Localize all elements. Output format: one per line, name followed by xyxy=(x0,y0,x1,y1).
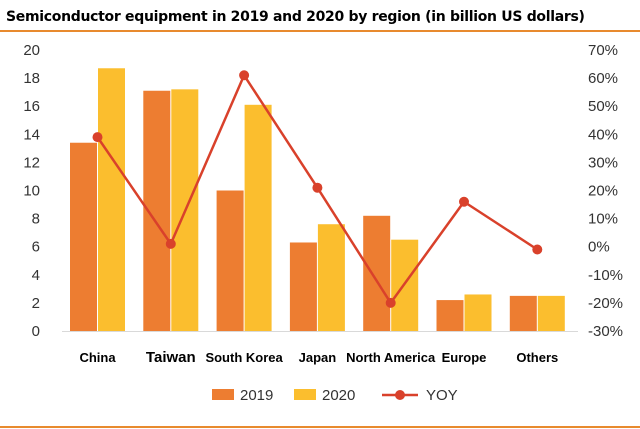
x-tick-label: Others xyxy=(516,350,558,365)
y-left-tick-label: 18 xyxy=(23,70,40,87)
y-right-tick-label: -10% xyxy=(588,267,623,284)
y-left-tick-label: 6 xyxy=(32,239,40,256)
bar-2020-south-korea xyxy=(244,104,272,331)
x-tick-label: Japan xyxy=(299,350,337,365)
y-right-tick-label: 20% xyxy=(588,183,618,200)
yoy-point xyxy=(165,238,176,249)
yoy-point xyxy=(459,196,469,207)
legend-swatch-2019 xyxy=(212,389,234,400)
chart-title: Semiconductor equipment in 2019 and 2020… xyxy=(6,9,585,25)
bar-2020-japan xyxy=(317,224,345,331)
bar-2019-china xyxy=(70,142,97,331)
bar-2019-japan xyxy=(289,242,317,331)
bar-2019-europe xyxy=(436,300,464,331)
yoy-point xyxy=(92,132,103,143)
x-tick-label: China xyxy=(79,350,116,365)
x-tick-label: Taiwan xyxy=(146,349,196,366)
y-left-tick-label: 2 xyxy=(32,295,40,312)
yoy-point xyxy=(312,182,323,193)
y-right-tick-label: 40% xyxy=(588,126,618,143)
legend-marker-yoy xyxy=(395,390,405,400)
x-tick-label: South Korea xyxy=(205,350,283,365)
legend-label-2020: 2020 xyxy=(322,387,355,404)
y-left-tick-label: 10 xyxy=(23,183,40,200)
bar-2020-europe xyxy=(464,294,492,331)
x-tick-label: North America xyxy=(346,350,436,365)
y-right-tick-label: 70% xyxy=(588,42,618,59)
yoy-point xyxy=(532,244,543,255)
y-left-tick-label: 12 xyxy=(23,154,40,171)
yoy-point xyxy=(239,70,250,81)
bottom-divider xyxy=(0,426,640,428)
y-right-tick-label: 50% xyxy=(588,98,618,115)
bar-2019-north-america xyxy=(363,215,391,331)
y-left-tick-label: 0 xyxy=(32,323,40,340)
y-right-tick-label: -30% xyxy=(588,323,623,340)
bar-2020-others xyxy=(537,295,565,331)
y-left-tick-label: 16 xyxy=(23,98,40,115)
y-right-tick-label: 0% xyxy=(588,239,610,256)
yoy-point xyxy=(385,297,396,308)
y-left-tick-label: 8 xyxy=(32,211,40,228)
x-tick-label: Europe xyxy=(442,350,487,365)
bar-2020-china xyxy=(98,68,125,331)
y-right-tick-label: 10% xyxy=(588,211,618,228)
legend-label-yoy: YOY xyxy=(426,387,458,404)
y-right-tick-label: -20% xyxy=(588,295,623,312)
y-right-tick-label: 30% xyxy=(588,154,618,171)
legend-swatch-2020 xyxy=(294,389,316,400)
legend-label-2019: 2019 xyxy=(240,387,273,404)
y-right-tick-label: 60% xyxy=(588,70,618,87)
y-left-tick-label: 20 xyxy=(23,42,40,59)
title-divider xyxy=(0,30,640,32)
bar-2019-south-korea xyxy=(216,190,244,331)
y-left-tick-label: 4 xyxy=(32,267,40,284)
y-left-tick-label: 14 xyxy=(23,126,40,143)
bar-2019-others xyxy=(509,295,537,331)
